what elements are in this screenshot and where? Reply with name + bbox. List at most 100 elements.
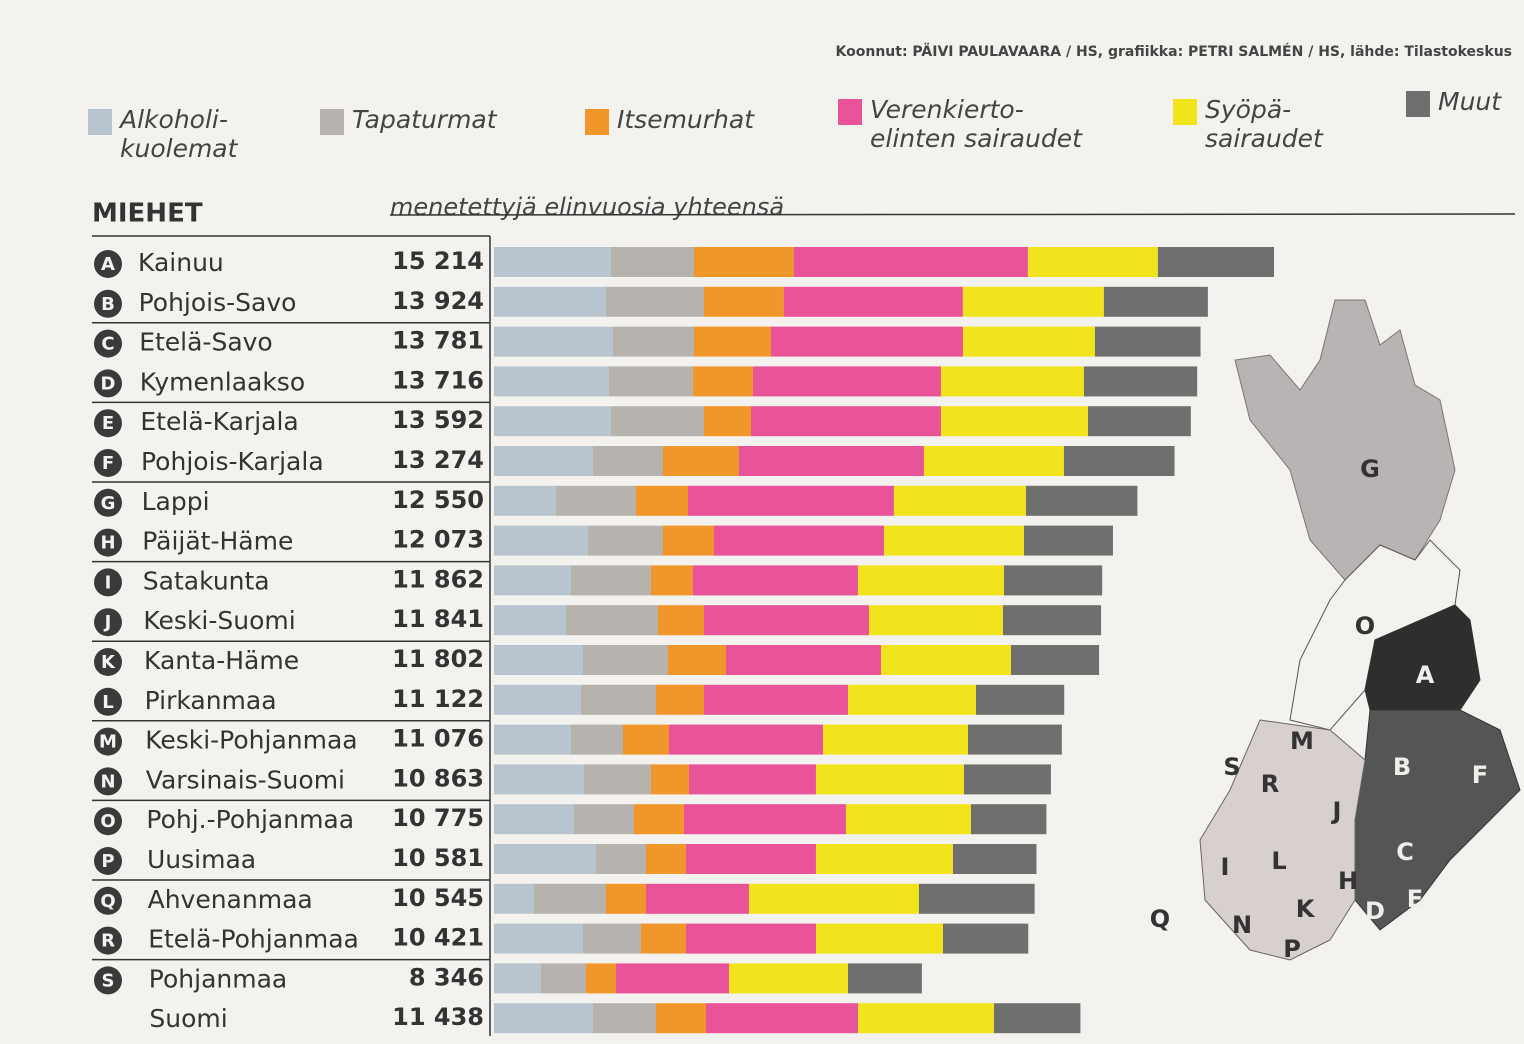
bar-segment [1103,286,1208,317]
bar-segment [494,326,613,357]
map-label: I [1221,853,1230,881]
category-label: Pohjois-Karjala [141,447,324,476]
total-label: 13 716 [392,366,484,394]
region-letter: H [100,533,115,554]
map-region-west [1199,719,1366,961]
category-label: Pohjois-Savo [139,288,297,317]
rule [389,213,1516,216]
bar-segment [1002,605,1102,636]
bar-segment [645,844,686,874]
bar-segment [822,724,968,755]
bar-segment [494,684,582,715]
bar-segment [1003,565,1103,596]
total-label: 12 550 [392,486,484,514]
bar-segment [494,804,574,835]
category-label: Lappi [142,487,210,516]
bar-segment [848,963,922,994]
bar-segment [693,247,794,277]
bar-segment [658,605,704,636]
letter-badge [94,926,122,955]
bar-segment [622,724,669,755]
bar-segment [1025,485,1138,516]
letter-badge [94,568,122,597]
legend-item: Tapaturmat [320,105,520,135]
bar-segment [993,1003,1081,1034]
region-letter: P [101,851,114,872]
total-label: 8 346 [409,963,484,991]
bar-segment [1010,645,1100,675]
category-label: Kanta-Häme [144,646,299,675]
bar-segment [592,1003,657,1034]
bar-segment [703,684,849,715]
bar-segment [662,446,739,476]
map-label: M [1290,727,1314,755]
bar-segment [605,286,704,317]
region-letter: A [101,254,115,275]
bar-segment [1027,247,1158,277]
bar-segment [565,605,659,636]
bar-segment [940,366,1084,397]
legend-swatch [1173,99,1197,125]
bar-segment [751,406,942,437]
bar-segment [640,923,687,954]
bar-segment [635,485,688,516]
bar-segment [668,724,823,755]
bar-segment [713,525,884,556]
bar-segment [494,963,542,994]
bar-segment [848,684,977,715]
legend-swatch [585,109,609,135]
legend-item: Muut [1406,87,1516,117]
bar-segment [692,565,858,596]
category-label: Etelä-Karjala [140,407,298,436]
total-label: 13 781 [392,327,484,355]
letter-badge [94,449,122,477]
total-label: 10 421 [392,924,484,952]
bar-segment [692,366,753,397]
category-label: Uusimaa [147,845,256,874]
bar-segment [1087,406,1191,437]
map-label: N [1232,911,1252,939]
bar-segment [586,963,617,994]
bar-segment [494,565,572,596]
category-label: Keski-Pohjanmaa [145,726,357,755]
bar-segment [703,286,784,317]
category-label: Etelä-Pohjanmaa [148,925,359,954]
bar-segment [729,963,849,994]
legend-label: Syöpä-sairaudet [1205,95,1323,153]
bar-segment [943,923,1029,954]
bar-segment [608,366,693,397]
legend-item: Alkoholi-kuolemat [88,105,237,163]
bar-segment [555,485,636,516]
bar-segment [1083,366,1198,397]
bar-segment [1157,247,1274,277]
total-label: 11 802 [392,645,484,673]
bar-segment [752,366,941,397]
letter-badge [94,886,122,915]
bar-segment [703,605,869,636]
bar-segment [595,844,646,874]
bar-segment [816,923,944,954]
total-label: 10 863 [392,764,484,792]
total-label: 11 841 [392,605,484,633]
region-letter: Q [100,891,115,912]
category-label: Suomi [149,1004,227,1033]
letter-badge [94,767,122,796]
bar-segment [970,804,1047,835]
bar-segment [494,286,606,317]
bar-segment [633,804,684,835]
bar-segment [893,485,1026,516]
map-label: L [1271,847,1286,875]
map-label: B [1393,753,1411,781]
region-letter: R [101,931,115,952]
category-label: Pohjanmaa [149,964,287,993]
bar-segment [581,684,657,715]
bar-segment [494,645,584,675]
bar-segment [703,406,752,437]
map-label: P [1283,935,1301,963]
legend-swatch [320,109,344,135]
category-label: Satakunta [143,566,270,595]
bar-segment [494,844,596,874]
map-label: S [1223,753,1240,781]
